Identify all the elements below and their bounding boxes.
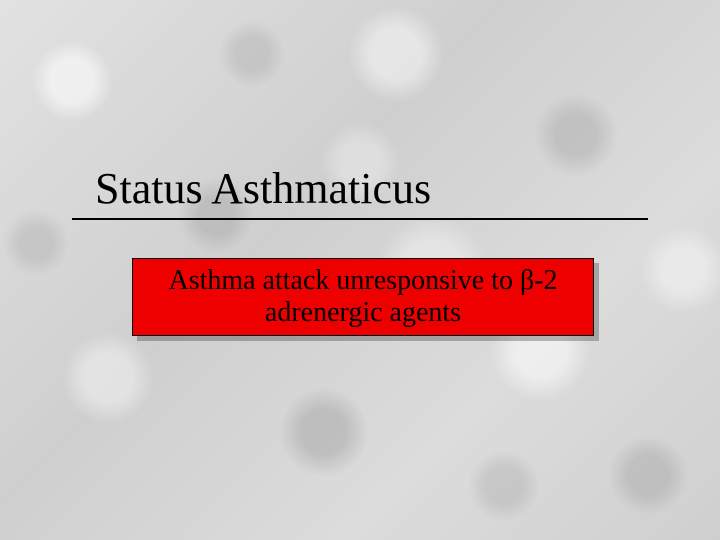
definition-callout: Asthma attack unresponsive to β-2 adrene… bbox=[132, 258, 594, 336]
slide: Status Asthmaticus Asthma attack unrespo… bbox=[0, 0, 720, 540]
slide-title: Status Asthmaticus bbox=[95, 163, 431, 214]
title-underline bbox=[72, 218, 648, 220]
definition-text: Asthma attack unresponsive to β-2 adrene… bbox=[151, 265, 575, 329]
